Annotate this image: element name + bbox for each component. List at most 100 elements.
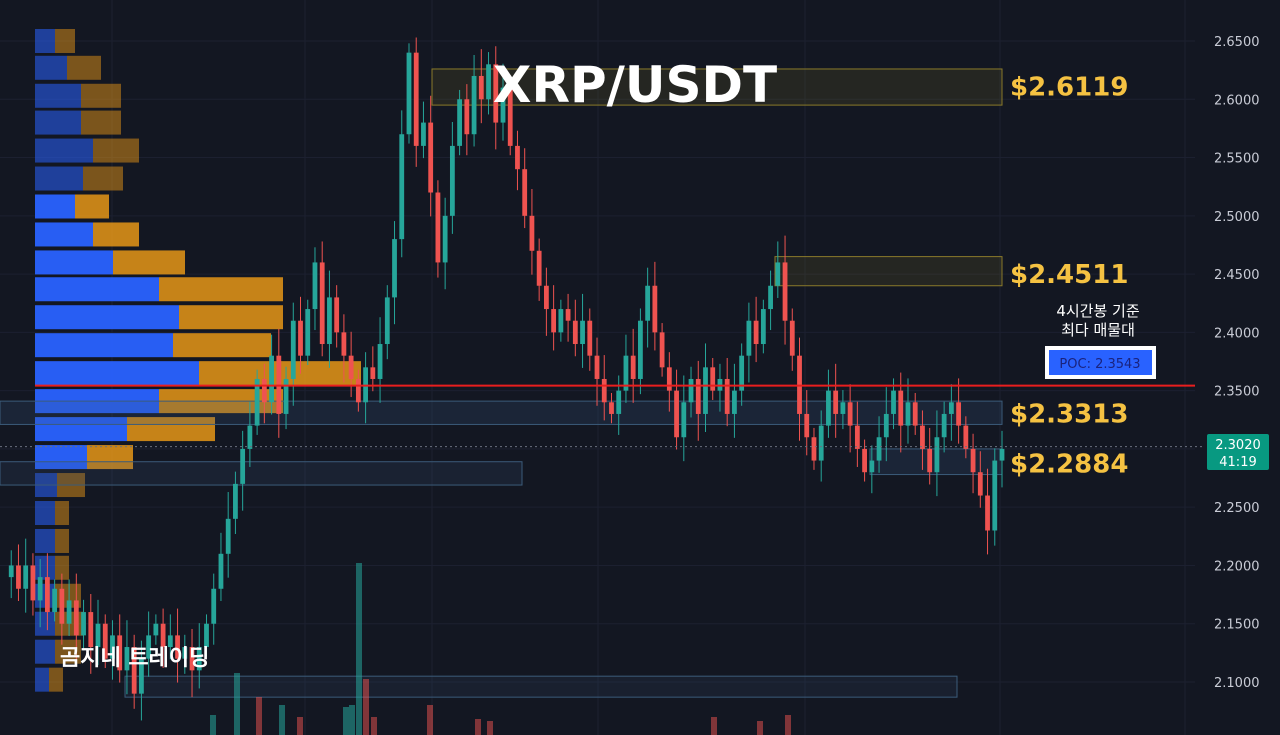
candle-body [95,623,101,648]
vp-buy-bar [35,361,199,386]
candle-body [66,600,72,624]
candle-body [384,297,390,345]
candle-body [290,320,296,379]
candle-body [601,378,607,403]
y-tick-label: 2.6000 [1214,93,1260,108]
vp-sell-bar [49,667,63,692]
vp-buy-bar [35,194,75,219]
candle-body [934,437,940,473]
vp-sell-bar [127,417,215,442]
candle-body [536,250,542,286]
zone-box[interactable] [124,675,958,698]
candle-body [392,239,397,298]
candle-body [507,87,513,146]
candle-body [52,588,58,613]
volume-bar [427,705,433,735]
candle-body [240,448,246,484]
volume-bar [757,721,763,735]
candle-body [269,355,274,403]
y-tick-label: 2.4500 [1214,268,1260,283]
vp-buy-bar [35,639,55,664]
candle-body [435,192,441,263]
candle-body [970,448,976,473]
candle-body [370,367,376,379]
candle-body [493,64,499,123]
candle-body [710,367,716,391]
candle-body [760,309,766,345]
candle-body [529,215,535,251]
y-tick-label: 2.5000 [1214,210,1260,225]
zone-box[interactable] [431,68,1003,106]
candle-body [449,145,455,216]
candle-body [182,647,188,659]
zone-price-label: $2.4511 [1010,260,1128,290]
vp-buy-bar [35,55,67,80]
candle-body [305,309,311,356]
volume-bar [279,705,285,735]
poc-badge [1049,350,1152,375]
vp-buy-bar [35,166,83,191]
volume-bar [711,717,717,735]
y-tick-label: 2.2500 [1214,501,1260,516]
candle-body [688,378,694,403]
candle-body [753,320,759,345]
vp-buy-bar [35,83,81,108]
candle-body [283,378,289,414]
candle-body [630,355,636,379]
zone-box[interactable] [774,256,1003,287]
candle-body [956,402,962,426]
y-tick-label: 2.1500 [1214,618,1260,633]
volume-bar [234,673,240,735]
candle-body [927,448,933,473]
zone-box[interactable] [0,400,1003,425]
vp-sell-bar [67,55,101,80]
volume-bar [297,717,303,735]
vp-sell-bar [93,138,139,163]
zone-price-label: $2.3313 [1010,399,1128,429]
candle-body [37,577,43,601]
vp-sell-bar [179,305,283,330]
vp-buy-bar [35,555,55,580]
vp-sell-bar [55,29,75,53]
candle-body [739,355,745,391]
candle-body [160,623,166,648]
candle-body [543,285,549,310]
candle-body [580,320,585,345]
candle-body [225,518,231,554]
candle-body [247,425,253,449]
candle-body [898,390,904,426]
candle-body [862,448,867,473]
candle-body [44,577,50,613]
vp-sell-bar [75,194,109,219]
volume-bar [487,721,493,735]
candle-body [406,52,412,135]
vp-sell-bar [173,333,271,358]
candle-body [703,367,708,414]
candle-body [196,647,202,671]
y-tick-label: 2.1000 [1214,676,1260,691]
vp-buy-bar [35,277,159,302]
vp-buy-bar [35,445,87,470]
candle-body [59,588,65,624]
volume-bar [210,715,216,735]
candle-body [341,332,347,356]
candle-body [609,402,614,414]
volume-bar [475,719,481,735]
candle-body [146,635,152,659]
candle-body [457,99,463,146]
candle-body [8,565,14,578]
candle-body [992,460,998,531]
zone-box[interactable] [0,461,523,486]
volume-bar [349,705,355,735]
vp-sell-bar [81,83,121,108]
candle-body [638,320,643,379]
volume-bar [363,679,369,735]
zone-price-label: $2.2884 [1010,449,1128,479]
vp-buy-bar [35,333,173,358]
vp-buy-bar [35,250,113,275]
candle-body [88,612,94,648]
vp-sell-bar [81,110,121,135]
candle-body [73,600,79,636]
